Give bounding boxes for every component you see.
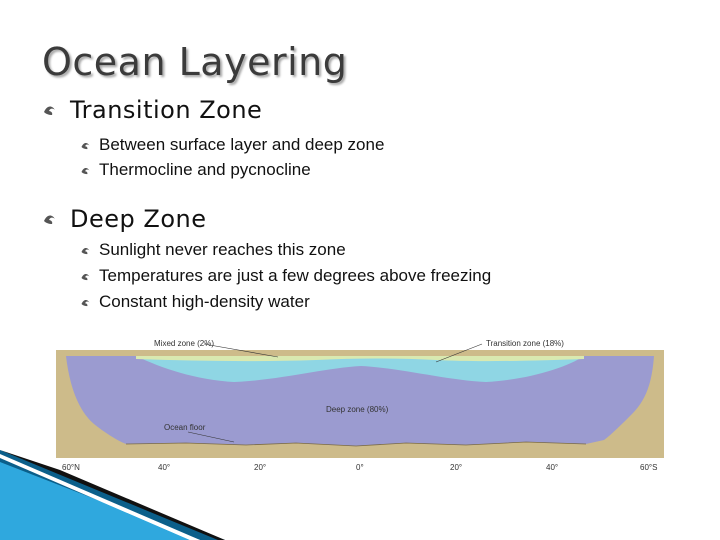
transition-zone-pointer — [435, 343, 483, 363]
latitude-tick-label: 60°N — [62, 463, 80, 472]
transition-zone-label: Transition zone (18%) — [486, 339, 564, 348]
ocean-layering-diagram: Mixed zone (2%) Transition zone (18%) De… — [56, 339, 664, 472]
bullet-text: Constant high-density water — [99, 292, 310, 311]
ocean-wave-bullet-icon — [81, 142, 90, 149]
bullet-item: Constant high-density water — [80, 292, 310, 312]
section-heading-label: Deep Zone — [70, 205, 207, 233]
bullet-item: Temperatures are just a few degrees abov… — [80, 266, 491, 286]
corner-decoration — [0, 450, 225, 540]
latitude-tick-label: 40° — [546, 463, 558, 472]
transition-zone-region — [136, 356, 584, 382]
ocean-wave-bullet-icon — [44, 106, 55, 115]
mixed-zone-pointer — [203, 343, 279, 358]
latitude-tick-label: 40° — [158, 463, 170, 472]
bullet-text: Thermocline and pycnocline — [99, 160, 311, 179]
bullet-item: Sunlight never reaches this zone — [80, 240, 346, 260]
slide-title: Ocean Layering — [42, 40, 348, 84]
bullet-item: Thermocline and pycnocline — [80, 160, 311, 180]
latitude-tick-label: 60°S — [640, 463, 657, 472]
ocean-wave-bullet-icon — [81, 167, 90, 174]
ocean-floor-label: Ocean floor — [164, 423, 206, 432]
ocean-wave-bullet-icon — [81, 247, 90, 254]
ocean-wave-bullet-icon — [81, 299, 90, 306]
ocean-wave-bullet-icon — [44, 215, 55, 224]
bullet-text: Sunlight never reaches this zone — [99, 240, 346, 259]
section-heading-transition-zone: Transition Zone — [42, 96, 262, 124]
mixed-zone-region — [136, 356, 584, 362]
latitude-tick-label: 0° — [356, 463, 364, 472]
bullet-text: Between surface layer and deep zone — [99, 135, 385, 154]
latitude-tick-label: 20° — [254, 463, 266, 472]
mixed-zone-label: Mixed zone (2%) — [154, 339, 214, 348]
deep-zone-region — [66, 356, 654, 446]
section-heading-deep-zone: Deep Zone — [42, 205, 206, 233]
deep-zone-label: Deep zone (80%) — [326, 405, 389, 414]
latitude-tick-label: 20° — [450, 463, 462, 472]
section-heading-label: Transition Zone — [70, 96, 263, 124]
bullet-text: Temperatures are just a few degrees abov… — [99, 266, 492, 285]
bullet-item: Between surface layer and deep zone — [80, 135, 384, 155]
ocean-floor-pointer — [187, 431, 235, 443]
ocean-wave-bullet-icon — [81, 273, 90, 280]
ocean-floor-outline — [125, 441, 587, 447]
